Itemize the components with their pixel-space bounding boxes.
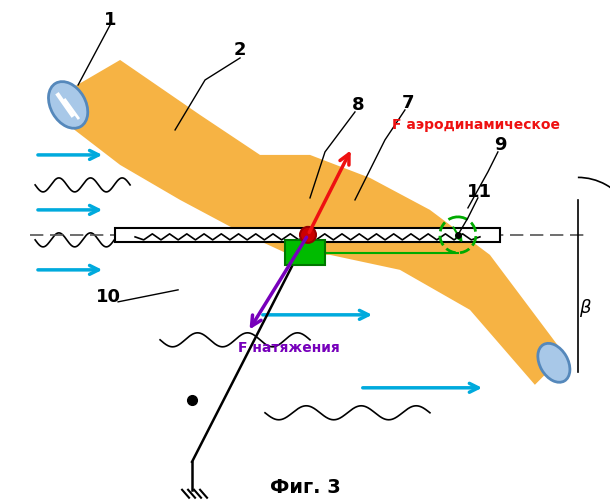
Text: 9: 9	[493, 136, 506, 154]
Text: 2: 2	[234, 41, 246, 59]
Text: β: β	[579, 299, 590, 317]
Text: F натяжения: F натяжения	[238, 341, 340, 355]
Bar	[285, 240, 325, 265]
Text: 7: 7	[402, 94, 414, 112]
Ellipse shape	[48, 82, 88, 128]
Text: 11: 11	[467, 183, 492, 201]
Text: F аэродинамическое: F аэродинамическое	[392, 118, 560, 132]
Circle shape	[300, 227, 316, 243]
Ellipse shape	[538, 344, 570, 382]
Text: 10: 10	[96, 288, 121, 306]
Text: Фиг. 3: Фиг. 3	[270, 478, 340, 497]
Text: 8: 8	[351, 96, 364, 114]
Polygon shape	[55, 60, 565, 385]
Bar	[115, 228, 500, 242]
Text: 1: 1	[104, 11, 117, 29]
